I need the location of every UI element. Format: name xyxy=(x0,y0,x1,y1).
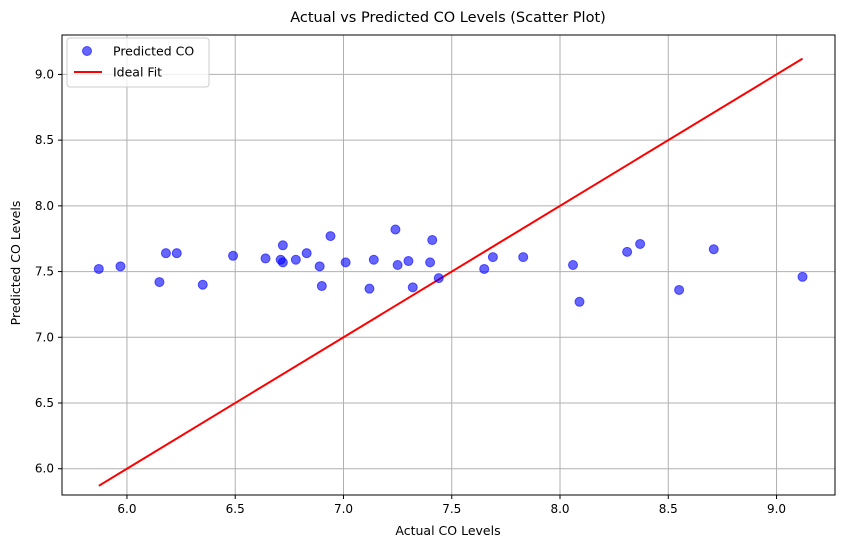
scatter-point xyxy=(115,261,126,272)
scatter-point xyxy=(171,248,182,259)
x-tick-label: 7.5 xyxy=(442,502,461,516)
legend-label-ideal: Ideal Fit xyxy=(113,65,162,80)
y-axis-label: Predicted CO Levels xyxy=(8,201,23,326)
scatter-point xyxy=(325,231,336,242)
scatter-point xyxy=(197,279,208,290)
ideal-fit-line xyxy=(98,57,804,487)
scatter-point xyxy=(479,263,490,274)
scatter-point xyxy=(635,238,646,249)
scatter-point xyxy=(93,263,104,274)
scatter-point xyxy=(427,235,438,246)
x-tick-label: 6.5 xyxy=(226,502,245,516)
legend-label-predicted: Predicted CO xyxy=(113,44,194,59)
chart-title: Actual vs Predicted CO Levels (Scatter P… xyxy=(290,10,606,26)
y-tick-label: 8.5 xyxy=(35,133,54,147)
x-axis-ticks: 6.0 6.5 7.0 7.5 8.0 8.5 9.0 xyxy=(117,495,786,516)
scatter-point xyxy=(574,296,585,307)
legend-marker-predicted xyxy=(82,46,92,56)
scatter-point xyxy=(425,257,436,268)
plot-area-frame xyxy=(61,34,836,496)
scatter-points-layer xyxy=(93,224,808,307)
scatter-point xyxy=(433,273,444,284)
scatter-point xyxy=(301,248,312,259)
scatter-point xyxy=(674,284,685,295)
scatter-point xyxy=(797,271,808,282)
legend: Predicted CO Ideal Fit xyxy=(66,37,210,88)
scatter-point xyxy=(368,254,379,265)
scatter-point xyxy=(708,244,719,255)
scatter-point xyxy=(290,254,301,265)
scatter-point xyxy=(518,252,529,263)
scatter-point xyxy=(487,252,498,263)
scatter-point xyxy=(228,250,239,261)
scatter-point xyxy=(568,260,579,270)
x-tick-label: 8.5 xyxy=(659,502,678,516)
x-tick-label: 6.0 xyxy=(117,502,136,516)
scatter-point xyxy=(316,281,327,292)
scatter-point xyxy=(277,240,288,251)
scatter-point xyxy=(340,257,351,268)
y-tick-label: 6.0 xyxy=(35,462,54,476)
scatter-point xyxy=(160,248,171,259)
scatter-point xyxy=(407,282,418,293)
x-tick-label: 8.0 xyxy=(550,502,569,516)
y-tick-label: 9.0 xyxy=(35,67,54,81)
scatter-point xyxy=(314,261,325,272)
scatter-point xyxy=(403,256,414,267)
scatter-point xyxy=(364,283,375,294)
scatter-point xyxy=(622,246,633,257)
x-tick-label: 9.0 xyxy=(767,502,786,516)
y-tick-label: 8.0 xyxy=(35,199,54,213)
y-tick-label: 7.0 xyxy=(35,330,54,344)
scatter-point xyxy=(154,277,165,288)
y-tick-label: 6.5 xyxy=(35,396,54,410)
scatter-point xyxy=(277,257,288,268)
scatter-point xyxy=(390,224,401,235)
scatter-point xyxy=(392,260,403,270)
ideal-fit-layer xyxy=(98,57,804,487)
legend-box xyxy=(66,37,210,88)
x-axis-label: Actual CO Levels xyxy=(395,523,500,538)
x-tick-label: 7.0 xyxy=(334,502,353,516)
y-axis-ticks: 6.0 6.5 7.0 7.5 8.0 8.5 9.0 xyxy=(35,67,62,476)
scatter-point xyxy=(260,253,271,264)
y-tick-label: 7.5 xyxy=(35,265,54,279)
